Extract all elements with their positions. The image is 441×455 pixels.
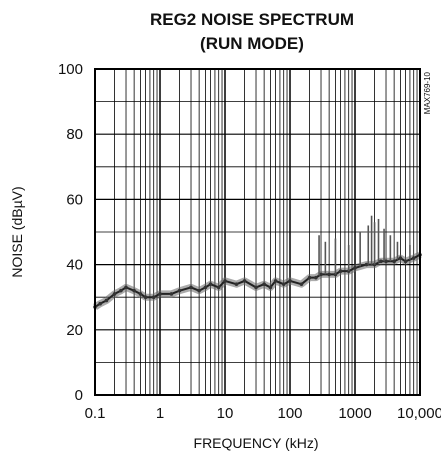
noise-point — [197, 288, 201, 293]
y-tick-label: 100 — [58, 61, 83, 78]
chart-subtitle: (RUN MODE) — [200, 34, 304, 53]
noise-point — [307, 275, 312, 280]
noise-point — [392, 259, 396, 264]
y-axis-label: NOISE (dBµV) — [9, 186, 25, 277]
noise-point — [364, 262, 369, 267]
noise-point — [372, 262, 377, 267]
part-code: MAX769-10 — [423, 71, 432, 114]
noise-point — [138, 292, 143, 296]
noise-point — [151, 295, 156, 300]
noise-point — [203, 285, 208, 290]
noise-point — [119, 288, 123, 293]
noise-point — [384, 259, 388, 264]
noise-point — [234, 282, 239, 286]
noise-trace — [93, 215, 422, 310]
chart-title: REG2 NOISE SPECTRUM — [150, 10, 354, 29]
noise-point — [411, 256, 416, 260]
noise-point — [189, 285, 193, 290]
noise-point — [177, 288, 182, 293]
x-tick-label: 10 — [217, 405, 234, 422]
noise-point — [273, 279, 278, 283]
noise-point — [281, 282, 286, 286]
noise-point — [132, 288, 136, 293]
noise-point — [268, 285, 273, 290]
noise-point — [223, 279, 227, 283]
noise-point — [288, 279, 292, 283]
noise-point — [299, 282, 304, 286]
noise-point — [353, 266, 357, 270]
noise-point — [158, 292, 162, 296]
x-tick-label: 1 — [156, 405, 164, 422]
x-tick-label: 1000 — [338, 405, 371, 422]
noise-point — [98, 301, 102, 306]
x-tick-label: 0.1 — [85, 405, 106, 422]
noise-point — [327, 272, 331, 277]
noise-point — [314, 275, 318, 280]
x-tick-label: 100 — [277, 405, 302, 422]
x-axis-ticks: 0.1 1 10 100 1000 10,000 — [85, 405, 441, 422]
noise-point — [262, 282, 266, 286]
noise-point — [104, 298, 109, 303]
noise-point — [254, 285, 258, 290]
x-tick-label: 10,000 — [397, 405, 441, 422]
noise-point — [208, 282, 213, 286]
y-axis-ticks: 0 20 40 60 80 100 — [58, 61, 83, 404]
noise-point — [143, 295, 148, 300]
noise-point — [112, 292, 117, 296]
noise-point — [338, 269, 343, 273]
noise-point — [124, 285, 128, 290]
plot-frame — [94, 68, 421, 396]
noise-point — [403, 259, 408, 264]
y-tick-label: 60 — [66, 191, 83, 208]
noise-point — [216, 285, 221, 290]
y-tick-label: 0 — [75, 387, 83, 404]
noise-point — [379, 259, 383, 264]
y-tick-label: 40 — [66, 257, 83, 274]
y-tick-label: 80 — [66, 126, 83, 143]
x-axis-label: FREQUENCY (kHz) — [194, 435, 319, 451]
noise-point — [319, 272, 323, 277]
noise-point — [169, 292, 174, 296]
y-tick-label: 20 — [66, 322, 83, 339]
noise-point — [398, 256, 403, 260]
noise-point — [242, 279, 247, 283]
